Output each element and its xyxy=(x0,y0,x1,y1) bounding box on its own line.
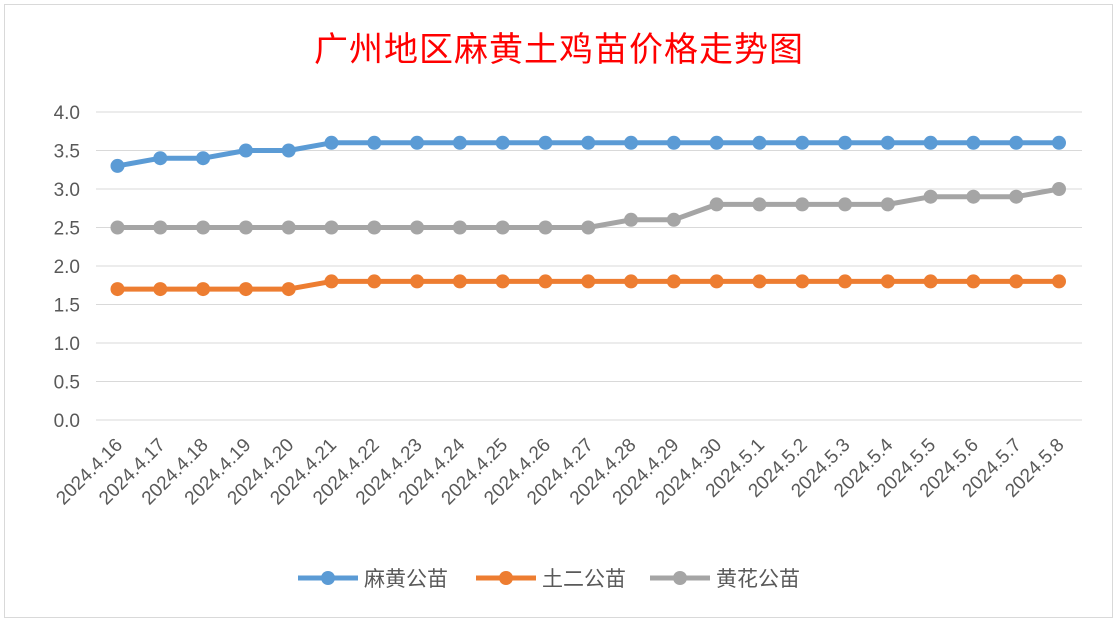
data-point xyxy=(966,274,981,289)
x-axis-ticks: 2024.4.162024.4.172024.4.182024.4.192024… xyxy=(52,434,1068,509)
data-point xyxy=(238,282,253,297)
data-point xyxy=(624,274,639,289)
y-tick-label: 0.0 xyxy=(54,411,80,432)
data-point xyxy=(324,274,339,289)
series-lines xyxy=(110,135,1066,297)
series-2 xyxy=(110,274,1066,297)
data-point xyxy=(752,197,767,212)
data-point xyxy=(838,197,853,212)
data-point xyxy=(624,212,639,227)
data-point xyxy=(795,135,810,150)
data-point xyxy=(624,135,639,150)
legend-item: 土二公苗 xyxy=(476,567,626,591)
data-point xyxy=(1009,189,1024,204)
data-point xyxy=(880,135,895,150)
y-tick-label: 3.0 xyxy=(54,180,80,201)
series-1 xyxy=(110,135,1066,173)
data-point xyxy=(410,274,425,289)
chart-frame xyxy=(4,4,1113,618)
y-tick-label: 4.0 xyxy=(54,103,80,124)
data-point xyxy=(367,274,382,289)
data-point xyxy=(452,135,467,150)
data-point xyxy=(410,135,425,150)
data-point xyxy=(367,220,382,235)
data-point xyxy=(923,274,938,289)
y-tick-label: 1.5 xyxy=(54,296,80,317)
data-point xyxy=(281,282,296,297)
data-point xyxy=(495,135,510,150)
legend-item: 麻黄公苗 xyxy=(298,567,448,591)
data-point xyxy=(838,274,853,289)
data-point xyxy=(153,151,168,166)
data-point xyxy=(538,274,553,289)
data-point xyxy=(324,135,339,150)
data-point xyxy=(110,282,125,297)
gridlines xyxy=(96,111,1082,421)
data-point xyxy=(880,274,895,289)
data-point xyxy=(666,212,681,227)
data-point xyxy=(1009,274,1024,289)
data-point xyxy=(923,135,938,150)
data-point xyxy=(452,220,467,235)
data-point xyxy=(110,158,125,173)
data-point xyxy=(538,135,553,150)
legend-swatch-marker xyxy=(321,571,335,585)
data-point xyxy=(281,220,296,235)
data-point xyxy=(752,135,767,150)
data-point xyxy=(281,143,296,158)
data-point xyxy=(238,220,253,235)
data-point xyxy=(752,274,767,289)
y-tick-label: 2.5 xyxy=(54,219,80,240)
data-point xyxy=(153,220,168,235)
data-point xyxy=(1052,182,1066,196)
data-point xyxy=(110,220,125,235)
data-point xyxy=(581,135,596,150)
data-point xyxy=(966,189,981,204)
data-point xyxy=(923,189,938,204)
data-point xyxy=(966,135,981,150)
data-point xyxy=(709,135,724,150)
y-tick-label: 1.0 xyxy=(54,334,80,355)
data-point xyxy=(452,274,467,289)
y-tick-label: 3.5 xyxy=(54,142,80,163)
legend-label: 麻黄公苗 xyxy=(364,567,448,591)
data-point xyxy=(367,135,382,150)
data-point xyxy=(581,220,596,235)
data-point xyxy=(410,220,425,235)
legend-item: 黄花公苗 xyxy=(650,567,800,591)
legend-label: 土二公苗 xyxy=(542,567,626,591)
chart-title: 广州地区麻黄土鸡苗价格走势图 xyxy=(314,30,804,70)
data-point xyxy=(1052,135,1066,150)
data-point xyxy=(581,274,596,289)
data-point xyxy=(324,220,339,235)
y-axis-ticks: 4.0 3.5 3.0 2.5 2.0 1.5 1.0 0.5 0.0 xyxy=(54,103,80,432)
legend-label: 黄花公苗 xyxy=(716,567,800,591)
series-3 xyxy=(110,182,1066,235)
data-point xyxy=(196,151,211,166)
data-point xyxy=(666,274,681,289)
data-point xyxy=(196,282,211,297)
data-point xyxy=(795,274,810,289)
legend: 麻黄公苗 土二公苗 黄花公苗 xyxy=(298,567,800,591)
data-point xyxy=(666,135,681,150)
y-tick-label: 2.0 xyxy=(54,257,80,278)
data-point xyxy=(238,143,253,158)
y-tick-label: 0.5 xyxy=(54,373,80,394)
data-point xyxy=(709,197,724,212)
data-point xyxy=(880,197,895,212)
legend-swatch-marker xyxy=(499,571,513,585)
data-point xyxy=(838,135,853,150)
legend-swatch-marker xyxy=(673,571,687,585)
data-point xyxy=(495,274,510,289)
data-point xyxy=(1052,274,1066,289)
data-point xyxy=(538,220,553,235)
data-point xyxy=(1009,135,1024,150)
data-point xyxy=(795,197,810,212)
data-point xyxy=(196,220,211,235)
data-point xyxy=(709,274,724,289)
data-point xyxy=(153,282,168,297)
data-point xyxy=(495,220,510,235)
